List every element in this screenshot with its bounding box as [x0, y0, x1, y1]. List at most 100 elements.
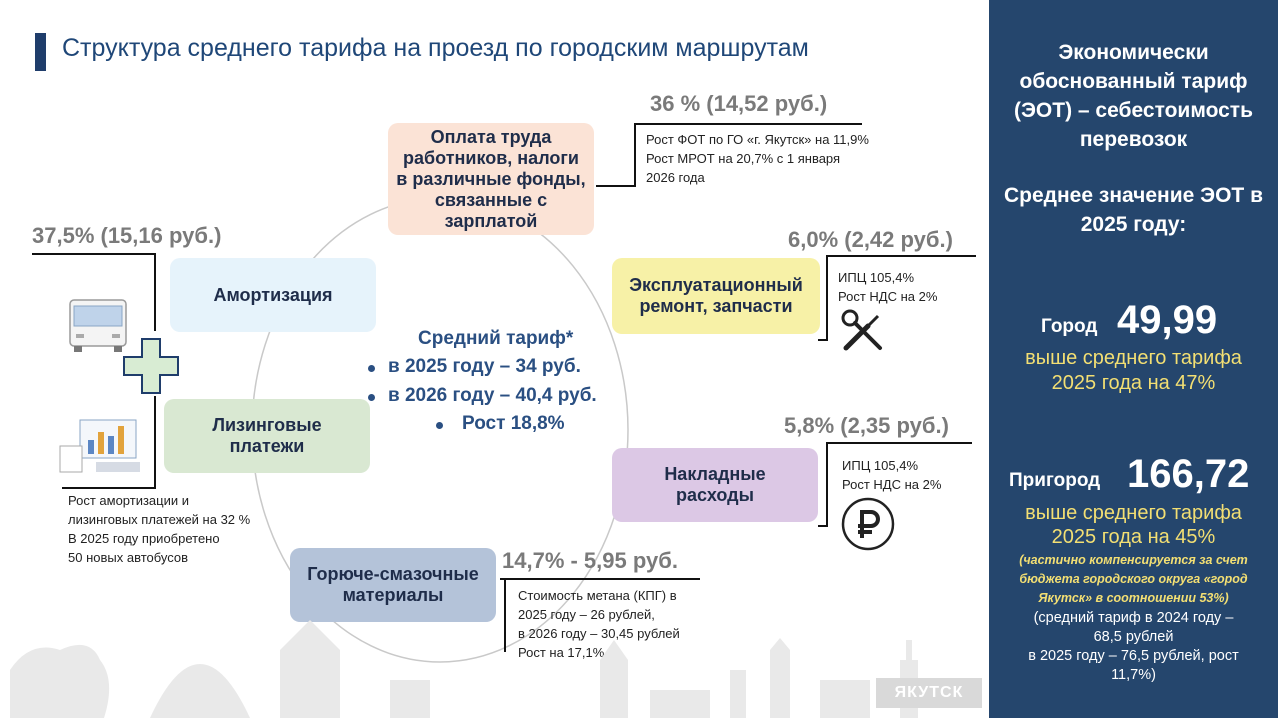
fuel-leader-line	[500, 578, 700, 580]
amort-leader-line	[62, 487, 156, 489]
city-skyline-decoration	[10, 620, 918, 718]
labor-label-line: связанные с	[434, 189, 548, 210]
overhead-percent: 5,8% (2,35 руб.)	[784, 413, 949, 438]
repair-leader-line	[826, 255, 828, 341]
labor-leader-line	[634, 123, 862, 125]
repair-box: Эксплуатационный ремонт, запчасти	[612, 258, 820, 334]
note-line: ИПЦ 105,4%	[838, 270, 915, 285]
panel-heading-line: обоснованный тариф	[1019, 70, 1248, 93]
center-item-2026: в 2026 году – 40,4 руб.	[388, 385, 597, 406]
suburb-extra-line: (средний тариф в 2024 году –	[1033, 610, 1234, 626]
repair-label-line: Эксплуатационный	[629, 275, 803, 295]
note-line: Рост НДС на 2%	[842, 477, 942, 492]
city-note-line: 2025 года на 47%	[1051, 372, 1216, 394]
note-line: Рост НДС на 2%	[838, 289, 938, 304]
panel-heading-line: (ЭОТ) – себестоимость	[1014, 99, 1253, 122]
labor-label-line: в различные фонды,	[396, 168, 586, 189]
fuel-percent: 14,7% - 5,95 руб.	[502, 548, 678, 573]
overhead-note: ИПЦ 105,4% Рост НДС на 2%	[842, 456, 941, 494]
overhead-box: Накладные расходы	[612, 448, 818, 522]
amort-box: Амортизация	[170, 258, 376, 332]
labor-label-line: Оплата труда	[430, 126, 552, 147]
labor-note: Рост ФОТ по ГО «г. Якутск» на 11,9% Рост…	[646, 130, 869, 187]
bullet-icon	[436, 422, 443, 429]
amort-leader-line	[32, 253, 156, 255]
suburb-note-line: 2025 года на 45%	[1051, 526, 1216, 548]
city-label: Город	[1041, 316, 1098, 337]
fuel-label-line: материалы	[342, 585, 444, 605]
center-item-growth: Рост 18,8%	[462, 413, 565, 434]
ruble-icon	[841, 497, 895, 551]
leasing-label-line: Лизинговые	[212, 415, 322, 435]
amort-label: Амортизация	[213, 284, 333, 305]
city-note: выше среднего тарифа 2025 года на 47%	[989, 346, 1278, 396]
center-heading: Средний тариф*	[418, 328, 574, 349]
wrench-screwdriver-icon	[841, 309, 882, 351]
overhead-leader-line	[826, 442, 828, 527]
panel-heading-line: перевозок	[1079, 128, 1188, 151]
panel-avg-heading: Среднее значение ЭОТ в 2025 году:	[989, 181, 1278, 239]
suburb-note-line: выше среднего тарифа	[1025, 502, 1242, 524]
panel-heading: Экономически обоснованный тариф (ЭОТ) – …	[989, 38, 1278, 154]
title-accent-bar	[35, 33, 46, 71]
overhead-leader-line	[818, 525, 828, 527]
note-line: Рост ФОТ по ГО «г. Якутск» на 11,9%	[646, 132, 869, 147]
overhead-leader-line	[826, 442, 972, 444]
center-item-2025: в 2025 году – 34 руб.	[388, 356, 581, 377]
suburb-italic-note: (частично компенсируется за счет бюджета…	[989, 551, 1278, 608]
page-title: Структура среднего тарифа на проезд по г…	[62, 34, 809, 62]
fuel-box: Горюче-смазочные материалы	[290, 548, 496, 622]
labor-label-line: зарплатой	[444, 210, 538, 231]
note-line: в 2026 году – 30,45 рублей	[518, 626, 680, 641]
repair-note: ИПЦ 105,4% Рост НДС на 2%	[838, 268, 937, 306]
leasing-box: Лизинговые платежи	[164, 399, 370, 473]
eot-panel: Экономически обоснованный тариф (ЭОТ) – …	[989, 0, 1278, 718]
suburb-italic-line: (частично компенсируется за счет	[1019, 553, 1248, 567]
bullet-icon	[368, 394, 375, 401]
panel-heading-line: Экономически	[1058, 41, 1209, 64]
labor-box: Оплата труда работников, налоги в различ…	[388, 123, 594, 235]
labor-leader-line	[596, 185, 636, 187]
suburb-label: Пригород	[1009, 470, 1101, 491]
suburb-italic-line: Якутск» в соотношении 53%)	[1038, 591, 1229, 605]
suburb-extra-note: (средний тариф в 2024 году – 68,5 рублей…	[989, 609, 1278, 685]
suburb-italic-line: бюджета городского округа «город	[1019, 572, 1248, 586]
fuel-label-line: Горюче-смазочные	[307, 564, 479, 584]
suburb-extra-line: в 2025 году – 76,5 рублей, рост	[1028, 648, 1239, 664]
panel-avg-line: 2025 году:	[1080, 213, 1187, 236]
repair-leader-line	[826, 255, 976, 257]
finance-chart-icon	[59, 419, 140, 473]
note-line: лизинговых платежей на 32 %	[68, 512, 251, 527]
suburb-extra-line: 68,5 рублей	[1093, 629, 1174, 645]
panel-avg-line: Среднее значение ЭОТ в	[1004, 184, 1263, 207]
note-line: 2025 году – 26 рублей,	[518, 607, 655, 622]
note-line: Стоимость метана (КПГ) в	[518, 588, 677, 603]
labor-leader-line	[634, 123, 636, 186]
fuel-note: Стоимость метана (КПГ) в 2025 году – 26 …	[518, 586, 680, 662]
labor-label-line: работников, налоги	[403, 147, 579, 168]
amort-leader-line	[154, 396, 156, 488]
bullet-icon	[368, 365, 375, 372]
note-line: 2026 года	[646, 170, 705, 185]
repair-leader-line	[818, 339, 828, 341]
suburb-note: выше среднего тарифа 2025 года на 45%	[989, 501, 1278, 549]
leasing-label-line: платежи	[229, 436, 305, 456]
overhead-label-line: Накладные	[664, 464, 766, 484]
note-line: В 2025 году приобретено	[68, 531, 220, 546]
suburb-value: 166,72	[1127, 452, 1250, 496]
repair-label-line: ремонт, запчасти	[639, 296, 793, 316]
city-note-line: выше среднего тарифа	[1025, 347, 1242, 369]
amort-percent: 37,5% (15,16 руб.)	[32, 223, 222, 248]
note-line: ИПЦ 105,4%	[842, 458, 919, 473]
bus-icon	[69, 299, 127, 352]
note-line: 50 новых автобусов	[68, 550, 189, 565]
city-value: 49,99	[1117, 298, 1218, 342]
overhead-label-line: расходы	[676, 485, 754, 505]
city-watermark: ЯКУТСК	[876, 678, 982, 708]
amort-leader-line	[154, 253, 156, 331]
note-line: Рост на 17,1%	[518, 645, 605, 660]
suburb-extra-line: 11,7%)	[1111, 667, 1156, 683]
amort-note: Рост амортизации и лизинговых платежей н…	[68, 491, 250, 567]
labor-percent: 36 % (14,52 руб.)	[650, 91, 828, 116]
note-line: Рост амортизации и	[68, 493, 189, 508]
